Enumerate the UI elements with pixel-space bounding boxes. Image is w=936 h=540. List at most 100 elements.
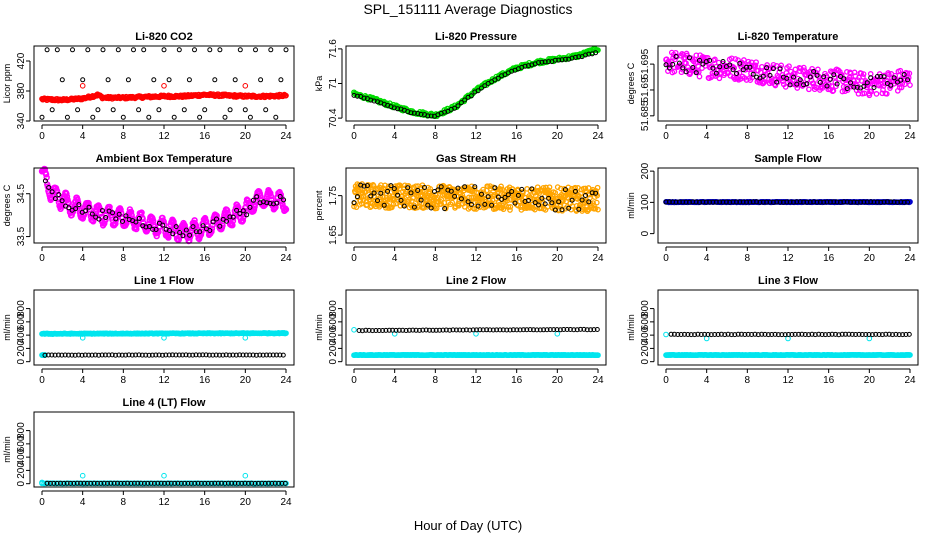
data-point [149, 352, 155, 358]
data-point [115, 47, 121, 53]
data-point [224, 218, 229, 224]
data-point [440, 327, 446, 333]
data-point [745, 331, 751, 337]
data-point [239, 217, 247, 224]
y-tick-label: 200 [16, 340, 27, 357]
data-point [898, 199, 904, 205]
x-tick-label: 12 [470, 131, 482, 142]
x-tick-label: 8 [121, 375, 127, 386]
data-point [868, 75, 874, 81]
data-point [801, 199, 807, 205]
data-point [252, 480, 258, 486]
data-point [874, 74, 880, 79]
data-point [680, 199, 686, 205]
x-tick-label: 16 [823, 375, 835, 386]
data-point [242, 335, 249, 341]
data-point [869, 332, 875, 338]
data-point [64, 480, 70, 486]
data-point [571, 327, 577, 333]
data-point [249, 480, 255, 486]
data-point [76, 352, 82, 358]
data-point [235, 480, 241, 486]
data-point [708, 332, 714, 338]
y-tick-label: 51.695 [640, 48, 651, 79]
data-point [166, 352, 172, 358]
data-point [283, 330, 289, 337]
data-point [136, 352, 142, 358]
data-point [864, 80, 870, 86]
data-point [475, 203, 481, 209]
data-point [277, 352, 283, 358]
data-point [802, 332, 808, 337]
y-tick-label: 600 [16, 435, 27, 452]
x-tick-label: 24 [280, 131, 292, 142]
data-point [281, 197, 287, 203]
data-point [777, 66, 783, 72]
y-tick-label: 420 [16, 52, 27, 69]
x-tick-label: 4 [80, 375, 86, 386]
data-point [86, 352, 92, 358]
data-point [806, 86, 812, 93]
data-point [153, 352, 159, 358]
data-point [556, 206, 562, 213]
data-point [68, 480, 74, 486]
series-1 [663, 351, 913, 359]
data-point [901, 199, 907, 205]
data-point [74, 480, 80, 486]
data-point [759, 331, 765, 337]
data-point [584, 327, 590, 333]
data-point [165, 480, 171, 486]
panel-1: Li-820 CO2 0 4 8 12 16 20 24 340 380 420 Licor ppm [2, 31, 295, 142]
x-tick-label: 16 [199, 253, 211, 264]
data-point [858, 199, 864, 205]
data-point [427, 327, 432, 333]
y-tick-label: 800 [16, 300, 27, 317]
data-point [514, 327, 520, 333]
data-point [539, 59, 545, 65]
data-point [370, 328, 375, 334]
data-point [139, 352, 145, 358]
data-point [547, 327, 553, 333]
y-axis-label: degrees C [626, 62, 636, 104]
data-point [670, 199, 676, 205]
data-point [786, 63, 792, 70]
data-point [237, 352, 243, 358]
data-point [413, 327, 419, 333]
data-point [907, 198, 913, 205]
data-point [390, 327, 396, 333]
x-tick-label: 4 [704, 253, 710, 264]
data-point [361, 95, 367, 101]
data-point [663, 199, 669, 205]
data-point [807, 199, 813, 205]
data-point [868, 88, 875, 95]
data-point [222, 114, 228, 120]
data-point [237, 47, 243, 53]
data-point [735, 331, 741, 337]
data-point [531, 327, 536, 333]
data-point [556, 57, 562, 63]
data-point [267, 352, 273, 358]
data-point [455, 185, 461, 191]
data-point [727, 199, 733, 205]
x-tick-label: 12 [158, 497, 170, 508]
data-point [354, 93, 360, 99]
y-axis-label: ml/min [314, 314, 324, 341]
y-tick-label: 0 [16, 480, 27, 486]
data-point [161, 47, 167, 53]
series-2 [39, 91, 289, 104]
data-point [46, 185, 52, 190]
data-point [59, 77, 65, 83]
data-point [856, 87, 863, 94]
data-point [63, 193, 71, 200]
data-point [170, 218, 177, 226]
data-point [209, 480, 214, 486]
data-point [782, 84, 789, 90]
x-tick-label: 4 [704, 131, 710, 142]
data-point [831, 72, 837, 78]
data-point [524, 327, 530, 333]
data-point [170, 352, 175, 358]
data-point [839, 331, 845, 337]
x-tick-label: 16 [511, 253, 523, 264]
data-point [507, 207, 513, 213]
